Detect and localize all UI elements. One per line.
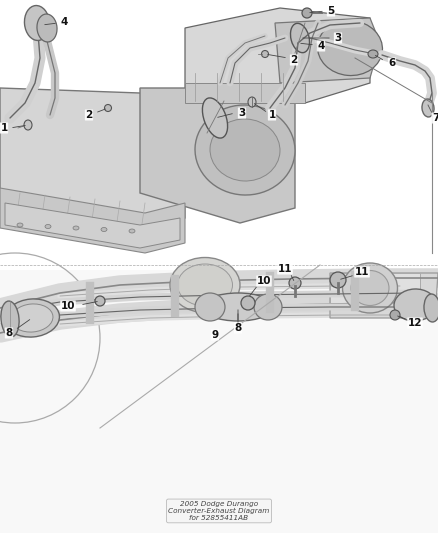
Circle shape bbox=[289, 277, 301, 289]
Text: 3: 3 bbox=[334, 33, 342, 43]
Text: 10: 10 bbox=[61, 301, 75, 311]
Text: 4: 4 bbox=[60, 17, 68, 27]
Ellipse shape bbox=[195, 105, 295, 195]
Bar bbox=[0, 270, 438, 533]
Polygon shape bbox=[185, 8, 370, 103]
Polygon shape bbox=[0, 88, 185, 228]
Ellipse shape bbox=[170, 257, 240, 312]
Ellipse shape bbox=[105, 104, 112, 111]
Text: 11: 11 bbox=[278, 264, 292, 274]
Text: 9: 9 bbox=[212, 330, 219, 340]
Ellipse shape bbox=[254, 294, 282, 320]
Ellipse shape bbox=[368, 50, 378, 58]
Text: 12: 12 bbox=[408, 318, 422, 328]
Ellipse shape bbox=[202, 293, 274, 321]
Ellipse shape bbox=[394, 289, 436, 321]
Text: 4: 4 bbox=[317, 41, 325, 51]
Polygon shape bbox=[0, 188, 185, 253]
Ellipse shape bbox=[424, 294, 438, 322]
Ellipse shape bbox=[351, 271, 389, 305]
Polygon shape bbox=[330, 273, 438, 318]
Ellipse shape bbox=[261, 51, 268, 58]
Circle shape bbox=[241, 296, 255, 310]
Text: 2005 Dodge Durango
Converter-Exhaust Diagram
for 52855411AB: 2005 Dodge Durango Converter-Exhaust Dia… bbox=[168, 501, 270, 521]
Polygon shape bbox=[185, 83, 305, 103]
Ellipse shape bbox=[73, 226, 79, 230]
Text: 1: 1 bbox=[0, 123, 7, 133]
Text: 1: 1 bbox=[268, 110, 276, 120]
Ellipse shape bbox=[177, 264, 233, 306]
Text: 11: 11 bbox=[355, 267, 369, 277]
Text: 3: 3 bbox=[238, 108, 246, 118]
Ellipse shape bbox=[11, 304, 53, 332]
Ellipse shape bbox=[24, 120, 32, 130]
Ellipse shape bbox=[248, 97, 256, 107]
Ellipse shape bbox=[4, 299, 60, 337]
Polygon shape bbox=[275, 18, 380, 83]
Circle shape bbox=[330, 272, 346, 288]
Text: 8: 8 bbox=[234, 323, 242, 333]
Ellipse shape bbox=[290, 23, 310, 53]
Ellipse shape bbox=[343, 263, 398, 313]
Ellipse shape bbox=[17, 223, 23, 227]
Text: 5: 5 bbox=[327, 6, 335, 16]
Ellipse shape bbox=[318, 20, 382, 76]
Text: 7: 7 bbox=[432, 113, 438, 123]
Text: 10: 10 bbox=[257, 276, 271, 286]
Text: 2: 2 bbox=[85, 110, 92, 120]
Ellipse shape bbox=[1, 301, 19, 337]
Polygon shape bbox=[5, 203, 180, 248]
Text: 8: 8 bbox=[5, 328, 13, 338]
Ellipse shape bbox=[101, 228, 107, 231]
Ellipse shape bbox=[37, 14, 57, 42]
Ellipse shape bbox=[25, 5, 49, 41]
Circle shape bbox=[390, 310, 400, 320]
Ellipse shape bbox=[195, 293, 225, 321]
Ellipse shape bbox=[210, 119, 280, 181]
Circle shape bbox=[95, 296, 105, 306]
Ellipse shape bbox=[45, 224, 51, 229]
Ellipse shape bbox=[302, 8, 312, 18]
Text: 6: 6 bbox=[389, 58, 396, 68]
Polygon shape bbox=[330, 273, 420, 303]
Ellipse shape bbox=[129, 229, 135, 233]
Ellipse shape bbox=[202, 98, 228, 138]
Polygon shape bbox=[140, 88, 295, 223]
Ellipse shape bbox=[422, 99, 434, 117]
Text: 2: 2 bbox=[290, 55, 298, 65]
